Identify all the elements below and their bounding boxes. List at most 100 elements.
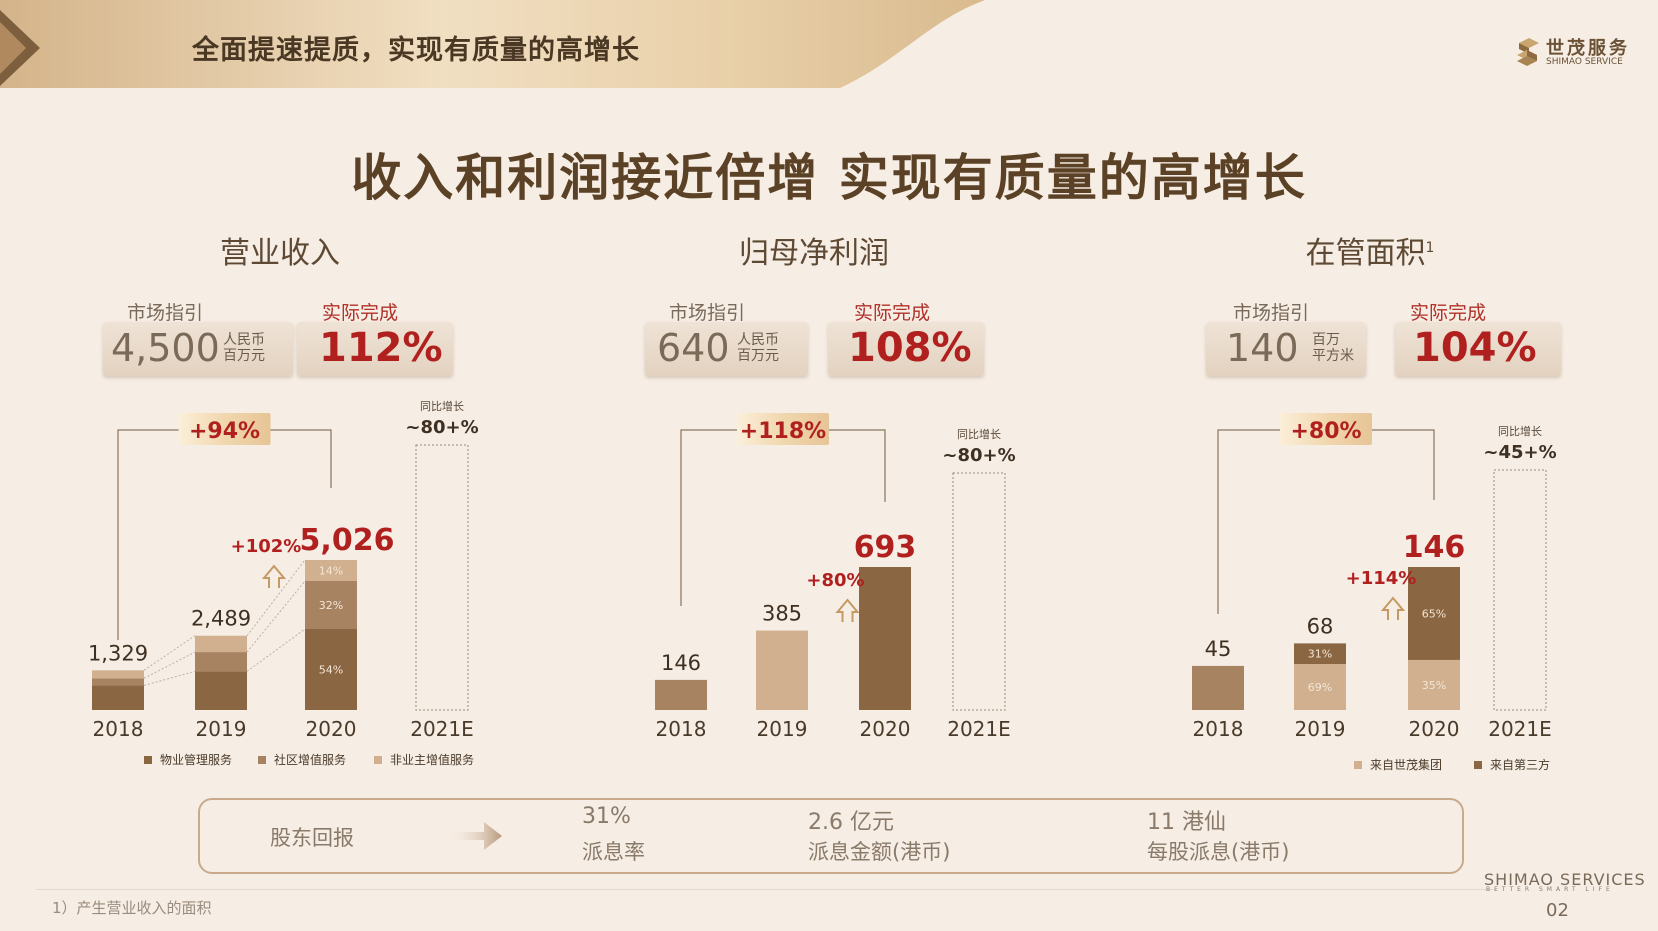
legend-swatch-0-0 xyxy=(144,756,152,764)
guide-unit-net-profit-1: 人民币 xyxy=(737,332,779,348)
bar-2-0 xyxy=(1192,665,1244,710)
guide-value-revenue: 4,500 xyxy=(111,326,220,370)
x-tick-2-2: 2020 xyxy=(1409,717,1460,741)
legend-swatch-2-1 xyxy=(1474,761,1482,769)
legend-label-0-2: 非业主增值服务 xyxy=(390,752,474,767)
payout-ratio-label: 派息率 xyxy=(582,840,645,864)
connector-1-1 xyxy=(246,628,306,672)
guide-value-gfa: 140 xyxy=(1226,326,1299,370)
brand-subtitle: BETTER SMART LIFE xyxy=(1486,886,1614,893)
bar-2-1-seg-0 xyxy=(1294,664,1346,710)
page-number: 02 xyxy=(1546,900,1569,921)
forecast-box-0 xyxy=(415,444,469,711)
guide-label-revenue: 市场指引 xyxy=(127,302,204,324)
growth-tag-label-1: +118% xyxy=(740,419,826,444)
stack-label-0-2-0: 54% xyxy=(319,664,343,677)
x-tick-0-1: 2019 xyxy=(196,717,247,741)
main-title: 收入和利润接近倍增 实现有质量的高增长 xyxy=(351,148,1307,207)
guide-label-gfa: 市场指引 xyxy=(1233,302,1310,324)
section-title-gfa: 在管面积1 xyxy=(1305,236,1435,271)
logo-en-text: SHIMAO SERVICE xyxy=(1546,57,1623,67)
guide-unit-gfa-2: 平方米 xyxy=(1312,348,1354,364)
value-label-1-2: 693 xyxy=(854,530,917,565)
actual-label-revenue: 实际完成 xyxy=(322,302,399,324)
guide-card-gfa: 140 百万 平方米 xyxy=(1206,322,1366,376)
connector-0-2 xyxy=(143,651,196,679)
x-tick-1-0: 2018 xyxy=(656,717,707,741)
guide-label-net-profit: 市场指引 xyxy=(669,302,746,324)
value-label-2-1: 68 xyxy=(1307,614,1334,638)
value-label-2-2: 146 xyxy=(1403,530,1466,565)
forecast-value-0: ~80+% xyxy=(405,417,478,438)
guide-value-net-profit: 640 xyxy=(657,326,730,370)
connector-1-2 xyxy=(246,580,306,653)
dividend-amount-label: 派息金额(港币) xyxy=(808,840,951,864)
bar-1-1 xyxy=(756,630,808,710)
bar-0-0-seg-1 xyxy=(92,678,144,686)
legend-swatch-2-0 xyxy=(1354,761,1362,769)
logo-cn-text: 世茂服务 xyxy=(1546,38,1630,59)
brand-en: SHIMAO SERVICES xyxy=(1484,870,1646,889)
guide-card-revenue: 4,500 人民币 百万元 xyxy=(103,322,293,376)
legend-label-2-0: 来自世茂集团 xyxy=(1370,757,1442,772)
growth-arrow-icon-1 xyxy=(835,598,860,622)
connector-1-3 xyxy=(246,559,306,637)
x-tick-2-1: 2019 xyxy=(1295,717,1346,741)
growth-tag-1 xyxy=(737,413,829,445)
shareholder-return-box: 股东回报 31% 派息率 2.6 亿元 派息金额(港币) 11 港仙 每股派息(… xyxy=(198,798,1464,874)
x-tick-1-2: 2020 xyxy=(860,717,911,741)
growth-tag-2 xyxy=(1280,413,1372,445)
bar-2-2-seg-1 xyxy=(1408,567,1460,660)
forecast-caption-1: 同比增长 xyxy=(957,427,1001,441)
x-tick-1-3: 2021E xyxy=(947,717,1011,741)
guide-unit-net-profit-2: 百万元 xyxy=(737,348,779,364)
shimao-logo: 世茂服务 SHIMAO SERVICE xyxy=(1515,34,1645,78)
payout-ratio-value: 31% xyxy=(582,804,631,829)
value-label-0-0: 1,329 xyxy=(88,641,148,665)
section-title-revenue: 营业收入 xyxy=(220,236,340,271)
x-tick-0-3: 2021E xyxy=(410,717,474,741)
shareholder-return-label: 股东回报 xyxy=(270,826,354,850)
forecast-box-2 xyxy=(1493,469,1547,711)
legend-label-0-0: 物业管理服务 xyxy=(160,752,232,767)
forecast-value-1: ~80+% xyxy=(942,445,1015,466)
forecast-value-2: ~45+% xyxy=(1483,442,1556,463)
header-title: 全面提速提质，实现有质量的高增长 xyxy=(192,35,640,66)
actual-card-revenue: 112% xyxy=(297,322,453,376)
bar-0-2-seg-0 xyxy=(305,629,357,710)
growth-tag-label-0: +94% xyxy=(189,419,260,444)
legend-swatch-0-1 xyxy=(258,756,266,764)
bar-1-2 xyxy=(859,567,911,710)
dps-label: 每股派息(港币) xyxy=(1147,840,1290,864)
stack-label-2-2-0: 35% xyxy=(1422,679,1446,692)
actual-label-gfa: 实际完成 xyxy=(1410,302,1487,324)
value-label-2-0: 45 xyxy=(1205,637,1232,661)
growth-arrow-icon-2 xyxy=(1380,596,1406,620)
forecast-caption-0: 同比增长 xyxy=(420,399,464,413)
section-title-net-profit: 归母净利润 xyxy=(739,236,889,271)
growth-tag-0 xyxy=(178,413,271,445)
actual-card-gfa: 104% xyxy=(1395,322,1561,376)
stack-label-2-1-1: 31% xyxy=(1308,648,1332,661)
value-label-1-1: 385 xyxy=(762,602,802,626)
bar-1-0 xyxy=(655,679,707,710)
x-tick-2-3: 2021E xyxy=(1488,717,1552,741)
actual-card-net-profit: 108% xyxy=(828,322,984,376)
x-tick-0-2: 2020 xyxy=(306,717,357,741)
bar-0-2-seg-1 xyxy=(305,581,357,629)
actual-value-gfa: 104% xyxy=(1413,325,1537,371)
stack-label-2-2-1: 65% xyxy=(1422,607,1446,620)
value-label-0-2: 5,026 xyxy=(300,523,395,558)
bar-0-0-seg-0 xyxy=(92,685,144,710)
growth-arrow-icon-0 xyxy=(261,564,287,588)
forecast-caption-2: 同比增长 xyxy=(1498,424,1542,438)
growth-tag-label-2: +80% xyxy=(1290,419,1361,444)
stack-label-0-2-2: 14% xyxy=(319,565,343,578)
guide-unit-gfa-1: 百万 xyxy=(1312,332,1340,348)
yoy-growth-1: +80% xyxy=(806,570,864,591)
guide-card-net-profit: 640 人民币 百万元 xyxy=(645,322,808,376)
dps-value: 11 港仙 xyxy=(1147,810,1226,835)
actual-label-net-profit: 实际完成 xyxy=(854,302,931,324)
x-tick-2-0: 2018 xyxy=(1193,717,1244,741)
